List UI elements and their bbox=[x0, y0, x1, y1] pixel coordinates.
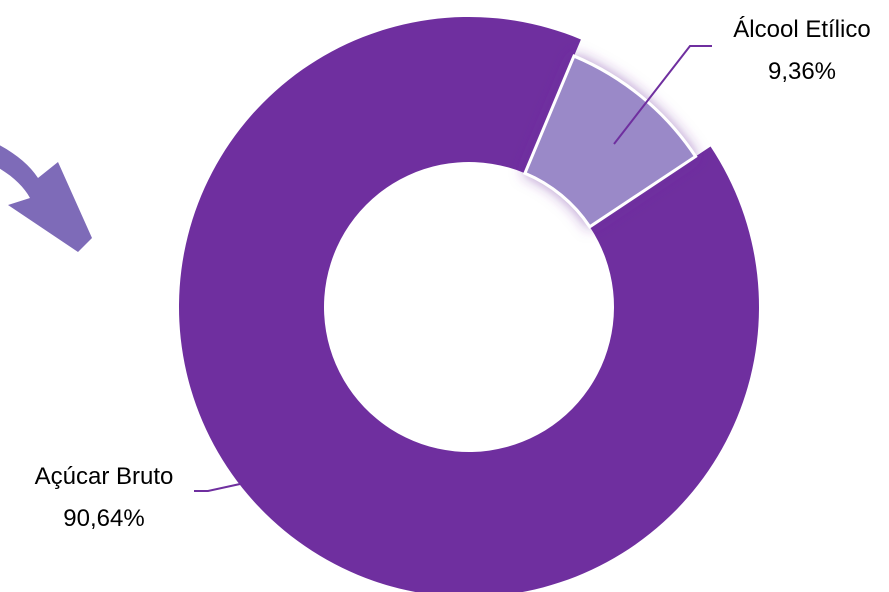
slice-label-alcool: Álcool Etílico bbox=[733, 16, 870, 43]
donut-slices bbox=[179, 17, 759, 592]
slice-value-acucar: 90,64% bbox=[63, 505, 144, 532]
slice-alcool-etilico bbox=[522, 54, 698, 229]
slice-label-acucar: Açúcar Bruto bbox=[35, 463, 174, 490]
leader-line-alcool bbox=[613, 45, 712, 145]
leader-line-acucar bbox=[194, 483, 241, 492]
slice-acucar-bruto bbox=[179, 17, 759, 592]
curved-arrow-icon bbox=[0, 145, 92, 252]
slice-value-alcool: 9,36% bbox=[768, 58, 836, 85]
